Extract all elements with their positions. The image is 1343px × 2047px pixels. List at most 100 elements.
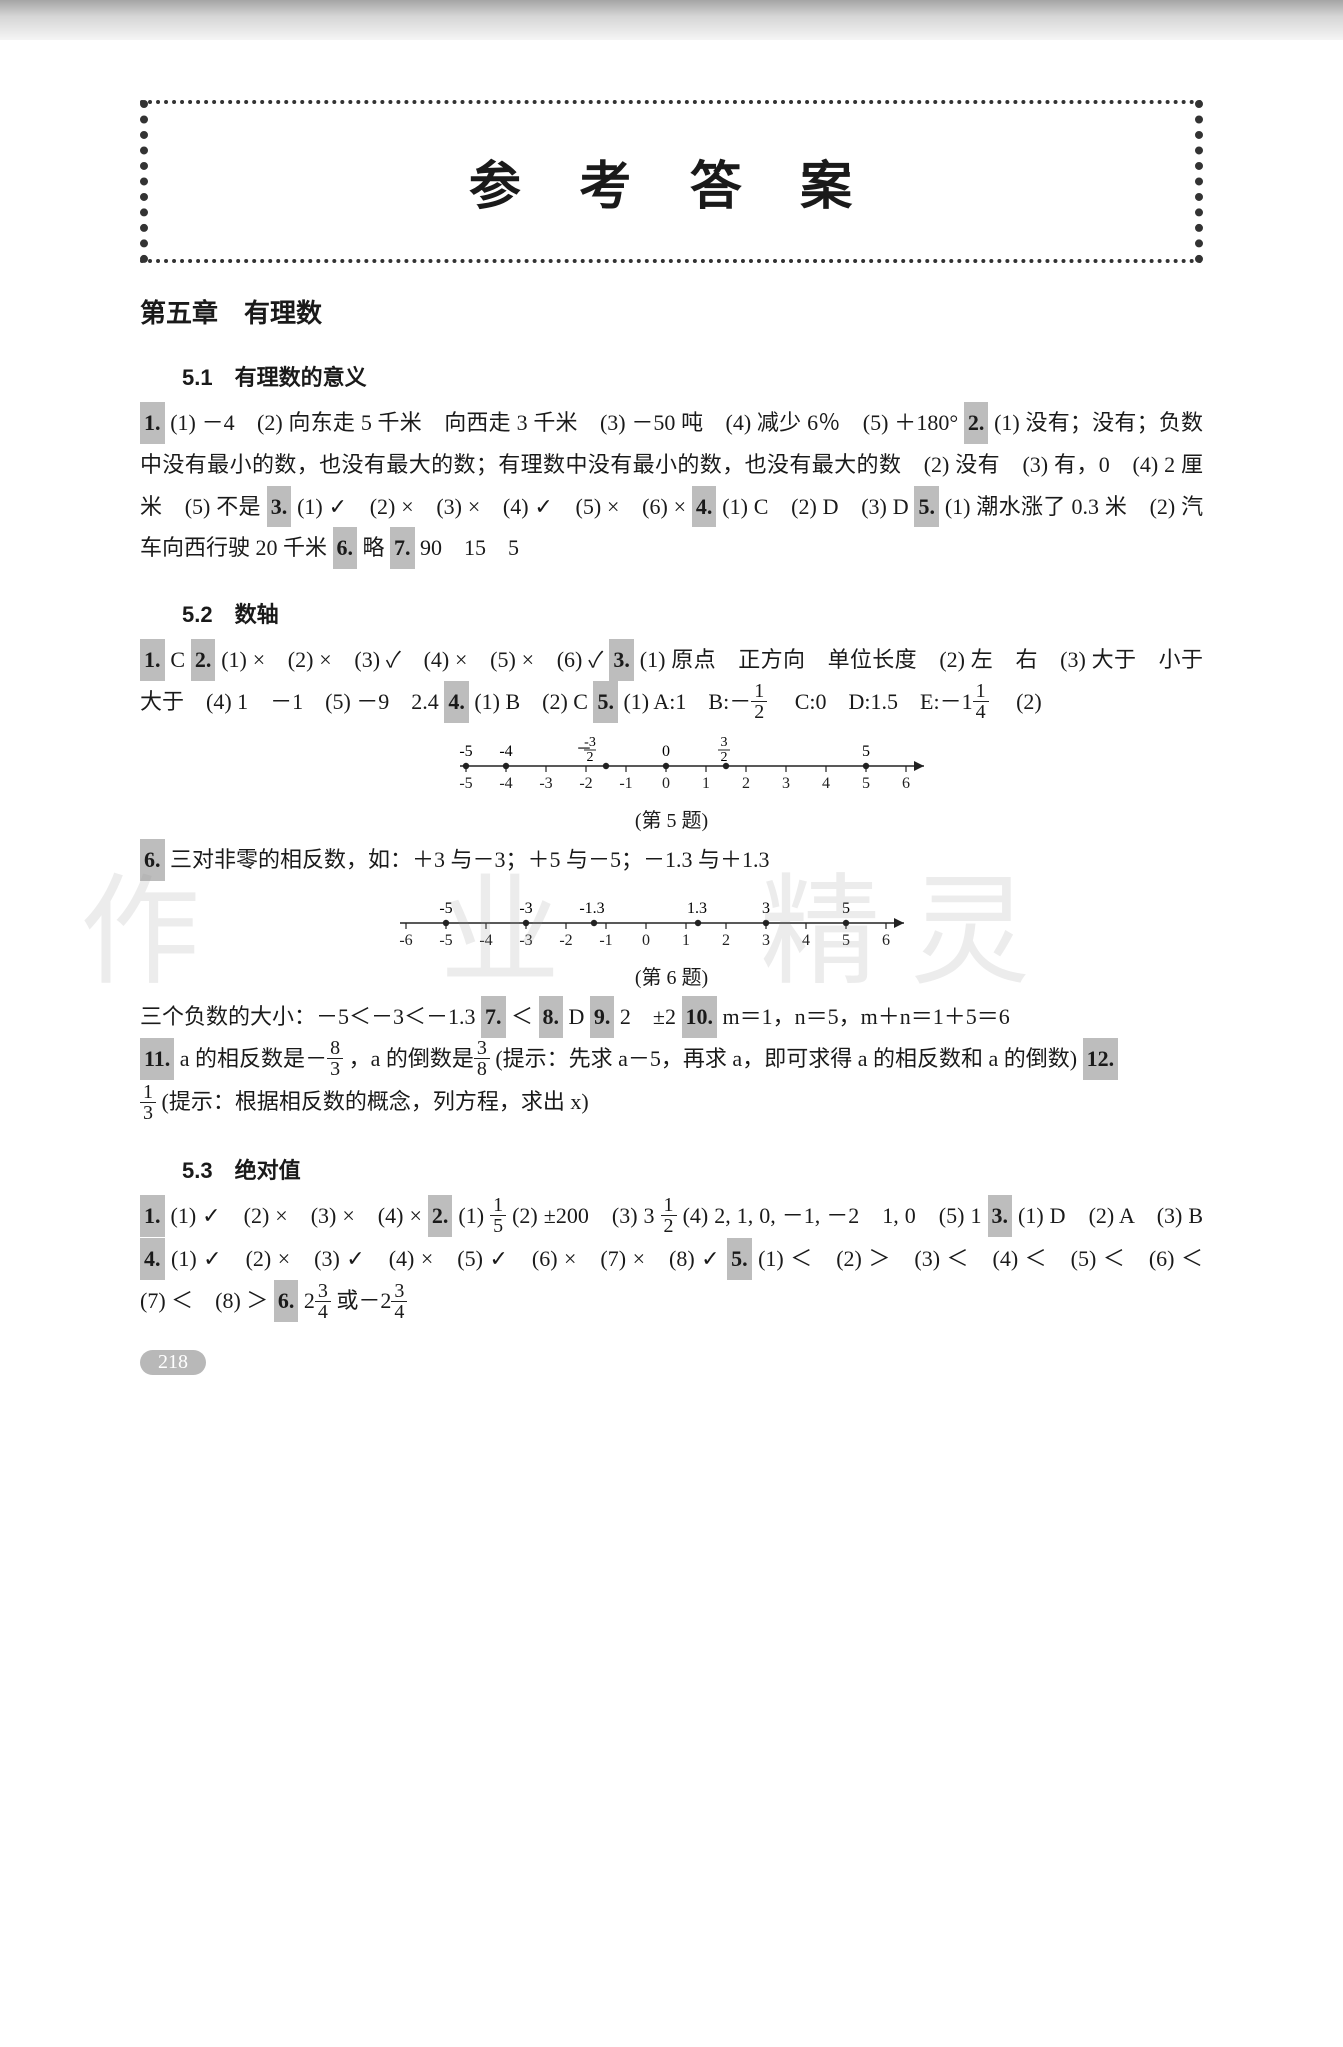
q-num: 4. <box>140 1238 165 1280</box>
answer-text: (提示：根据相反数的概念，列方程，求出 x) <box>162 1089 589 1114</box>
q-num: 5. <box>727 1238 752 1280</box>
answer-text: ＜ <box>511 1004 533 1029</box>
svg-text:6: 6 <box>902 775 910 792</box>
q-num: 6. <box>274 1280 299 1322</box>
fraction: 12 <box>751 681 767 722</box>
svg-text:-3: -3 <box>539 775 552 792</box>
svg-text:5: 5 <box>842 900 850 917</box>
answer-text: a 的相反数是 <box>180 1046 305 1071</box>
svg-text:-2: -2 <box>559 932 572 949</box>
q-num: 6. <box>140 839 165 881</box>
diagram-5-caption: (第 5 题) <box>140 804 1203 833</box>
answer-text: m＝1，n＝5，m＋n＝1＋5＝6 <box>723 1004 1010 1029</box>
q-num: 12. <box>1083 1038 1119 1080</box>
q-num: 3. <box>267 486 292 528</box>
fraction: 13 <box>140 1082 156 1123</box>
svg-text:2: 2 <box>722 932 730 949</box>
answer-text: (提示：先求 a－5，再求 a，即可求得 a 的相反数和 a 的倒数) <box>495 1046 1077 1071</box>
number-line-5: -5-4-3-2-10123456-5-4-32－0325 <box>412 732 932 802</box>
q-num: 4. <box>444 681 469 723</box>
number-line-6: -6-5-4-3-2-10123456-5-3-1.31.335 <box>392 889 952 959</box>
main-title: 参 考 答 案 <box>148 144 1195 219</box>
svg-text:-5: -5 <box>439 900 452 917</box>
answer-text: 三个负数的大小：－5＜－3＜－1.3 <box>140 1004 476 1029</box>
answer-text: (2) <box>994 689 1042 714</box>
q-num: 1. <box>140 402 165 444</box>
title-frame: 参 考 答 案 <box>140 100 1203 263</box>
section-5-1-title: 5.1 有理数的意义 <box>182 360 1203 392</box>
page-number: 218 <box>140 1350 206 1375</box>
answer-text: (1) ✓ (2) × (3) ✓ (4) × (5) ✓ (6) × (7) … <box>171 1246 721 1271</box>
chapter-heading: 第五章 有理数 <box>140 293 1203 330</box>
q-num: 4. <box>692 486 717 528</box>
fraction: 34 <box>391 1281 407 1322</box>
q-num: 11. <box>140 1038 174 1080</box>
svg-text:-6: -6 <box>399 932 412 949</box>
q-num: 2. <box>964 402 989 444</box>
q-num: 3. <box>609 639 634 681</box>
svg-text:0: 0 <box>642 932 650 949</box>
answer-text: C <box>170 647 185 672</box>
q-num: 5. <box>914 486 939 528</box>
answer-text: D <box>569 1004 585 1029</box>
answer-text: C:0 D:1.5 E: <box>773 689 940 714</box>
section-5-1-body: 1. (1) －4 (2) 向东走 5 千米 向西走 3 千米 (3) －50 … <box>140 402 1203 569</box>
svg-text:-1: -1 <box>619 775 632 792</box>
svg-text:2: 2 <box>742 775 750 792</box>
answer-text: (1) C (2) D (3) D <box>722 494 908 519</box>
page: 参 考 答 案 第五章 有理数 5.1 有理数的意义 1. (1) －4 (2)… <box>0 40 1343 1415</box>
q-num: 7. <box>390 527 415 569</box>
section-5-3-body: 1. (1) ✓ (2) × (3) × (4) × 2. (1) 15 (2)… <box>140 1195 1203 1324</box>
fraction: 83 <box>327 1038 343 1079</box>
answer-text: 或－2 <box>336 1288 391 1313</box>
svg-text:1.3: 1.3 <box>687 900 707 917</box>
answer-text: 2 ±2 <box>620 1004 676 1029</box>
section-5-2-body: 1. C 2. (1) × (2) × (3) ✓ (4) × (5) × (6… <box>140 639 1203 724</box>
answer-text: (4) 2, 1, 0, －1, －2 1, 0 (5) 1 <box>683 1203 982 1228</box>
q-num: 7. <box>481 996 506 1038</box>
top-shadow <box>0 0 1343 40</box>
fraction: 14 <box>973 681 989 722</box>
q-num: 8. <box>539 996 564 1038</box>
q-num: 9. <box>590 996 615 1038</box>
q-num: 1. <box>140 1195 165 1237</box>
answer-text: ，a 的倒数是 <box>349 1046 474 1071</box>
svg-text:5: 5 <box>862 775 870 792</box>
q-num: 10. <box>682 996 718 1038</box>
svg-text:－: － <box>576 741 592 758</box>
svg-text:-4: -4 <box>499 775 512 792</box>
answer-text: (1) A:1 B: <box>623 689 729 714</box>
answer-text: 略 <box>363 535 385 560</box>
svg-text:-4: -4 <box>479 932 492 949</box>
svg-text:-1: -1 <box>599 932 612 949</box>
svg-text:-5: -5 <box>439 932 452 949</box>
q-num: 1. <box>140 639 165 681</box>
svg-text:3: 3 <box>762 900 770 917</box>
q-num: 5. <box>593 681 618 723</box>
svg-text:-3: -3 <box>519 932 532 949</box>
svg-text:-1.3: -1.3 <box>579 900 604 917</box>
svg-text:0: 0 <box>662 743 670 760</box>
svg-text:-3: -3 <box>519 900 532 917</box>
answer-text: (1) ✓ (2) × (3) × (4) × <box>171 1203 422 1228</box>
answer-text: 90 15 5 <box>420 535 519 560</box>
svg-text:-5: -5 <box>459 775 472 792</box>
section-5-3-title: 5.3 绝对值 <box>182 1153 1203 1185</box>
diagram-6: -6-5-4-3-2-10123456-5-3-1.31.335 <box>140 889 1203 959</box>
svg-text:3: 3 <box>762 932 770 949</box>
svg-text:5: 5 <box>862 743 870 760</box>
svg-text:4: 4 <box>802 932 810 949</box>
fraction: 15 <box>490 1195 506 1236</box>
svg-text:-4: -4 <box>499 743 512 760</box>
svg-text:-5: -5 <box>459 743 472 760</box>
q-num: 6. <box>333 527 358 569</box>
fraction: 12 <box>661 1195 677 1236</box>
svg-text:1: 1 <box>702 775 710 792</box>
svg-text:6: 6 <box>882 932 890 949</box>
svg-text:3: 3 <box>720 735 727 750</box>
q-num: 2. <box>428 1195 453 1237</box>
answer-text: (1) D (2) A (3) B <box>1018 1203 1203 1228</box>
fraction: 38 <box>474 1038 490 1079</box>
answer-text: (1) <box>458 1203 484 1228</box>
diagram-5: -5-4-3-2-10123456-5-4-32－0325 <box>140 732 1203 802</box>
